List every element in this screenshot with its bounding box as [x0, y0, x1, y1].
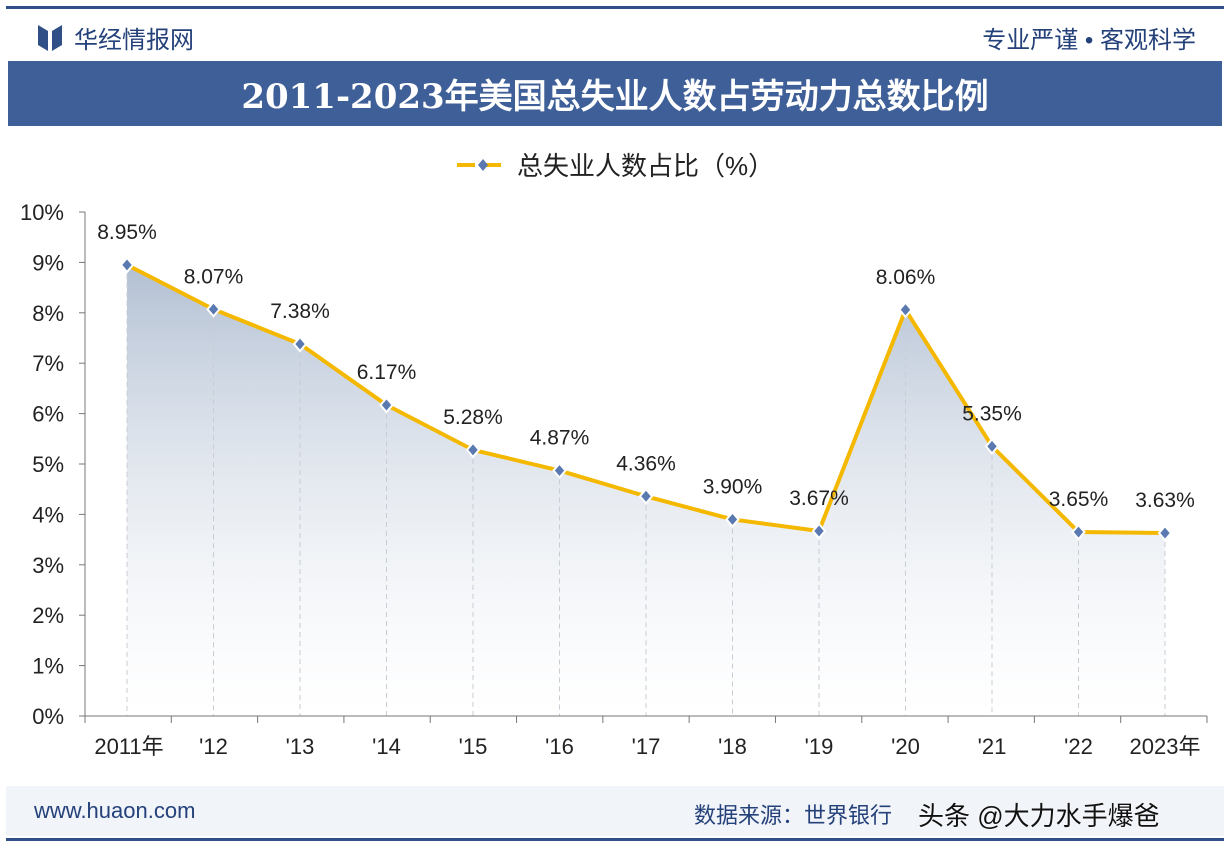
data-label: 3.90%	[703, 475, 763, 498]
data-point	[638, 487, 654, 505]
logo-icon	[38, 24, 62, 51]
chart-title: 2011-2023年美国总失业人数占劳动力总数比例	[8, 61, 1222, 126]
x-tick-label: 2023年	[1130, 734, 1201, 759]
y-tick-label: 9%	[32, 250, 64, 275]
website-link[interactable]: www.huaon.com	[34, 798, 196, 823]
x-tick-label: '21	[978, 734, 1007, 759]
data-label: 8.07%	[184, 265, 244, 288]
x-tick-label: '13	[286, 734, 315, 759]
data-label: 3.63%	[1135, 489, 1195, 512]
data-point	[465, 441, 481, 459]
data-point	[811, 522, 827, 540]
x-tick-label: '16	[545, 734, 574, 759]
x-tick-label: '14	[372, 734, 401, 759]
x-tick-label: '12	[199, 734, 228, 759]
y-tick-label: 6%	[32, 402, 64, 427]
data-point	[1157, 524, 1173, 542]
data-point	[1071, 523, 1086, 541]
data-label: 4.87%	[530, 427, 590, 450]
brand-logo: 华经情报网	[36, 20, 194, 55]
data-point	[119, 256, 135, 274]
data-label: 8.06%	[876, 266, 936, 289]
x-tick-label: '18	[718, 734, 747, 759]
y-tick-label: 10%	[20, 200, 64, 225]
x-tick-label: '19	[805, 734, 834, 759]
y-tick-label: 8%	[32, 301, 64, 326]
legend-line-icon	[457, 158, 509, 171]
y-tick-label: 1%	[32, 654, 64, 679]
footer-bar	[6, 786, 1224, 836]
y-tick-label: 5%	[32, 452, 64, 477]
x-tick-label: '15	[459, 734, 488, 759]
x-tick-label: '17	[632, 734, 661, 759]
brand-name: 华经情报网	[74, 27, 194, 54]
data-label: 3.65%	[1049, 488, 1109, 511]
line-chart: 0% 1% 2% 3% 4% 5% 6% 7% 8% 9% 10% 2011年 '12 '13 '14 '15…	[20, 200, 1208, 759]
y-tick-label: 7%	[32, 351, 64, 376]
data-point	[292, 335, 308, 353]
bottom-rule	[6, 838, 1224, 841]
data-label: 4.36%	[616, 452, 676, 475]
legend-label: 总失业人数占比（%）	[517, 151, 775, 181]
data-source: 数据来源：世界银行	[694, 803, 893, 828]
x-tick-label: '22	[1064, 734, 1093, 759]
y-tick-label: 4%	[32, 502, 64, 527]
data-point	[552, 462, 567, 480]
watermark: 头条 @大力水手爆爸	[918, 801, 1160, 831]
legend: 总失业人数占比（%）	[455, 146, 774, 183]
top-rule	[6, 6, 1224, 9]
data-point	[206, 300, 221, 318]
data-label: 7.38%	[270, 300, 330, 323]
data-point	[984, 437, 1000, 455]
data-label: 5.28%	[443, 406, 503, 429]
data-point	[898, 301, 913, 319]
data-label: 8.95%	[97, 221, 157, 244]
data-point	[725, 510, 740, 528]
y-tick-label: 2%	[32, 603, 64, 628]
data-point	[379, 396, 394, 414]
data-label: 3.67%	[789, 487, 849, 510]
y-tick-label: 3%	[32, 553, 64, 578]
x-tick-label: 2011年	[94, 734, 163, 759]
data-label: 5.35%	[962, 402, 1022, 425]
slogan: 专业严谨 • 客观科学	[982, 27, 1196, 54]
y-tick-label: 0%	[32, 704, 64, 729]
x-tick-label: '20	[891, 734, 920, 759]
data-label: 6.17%	[357, 361, 417, 384]
